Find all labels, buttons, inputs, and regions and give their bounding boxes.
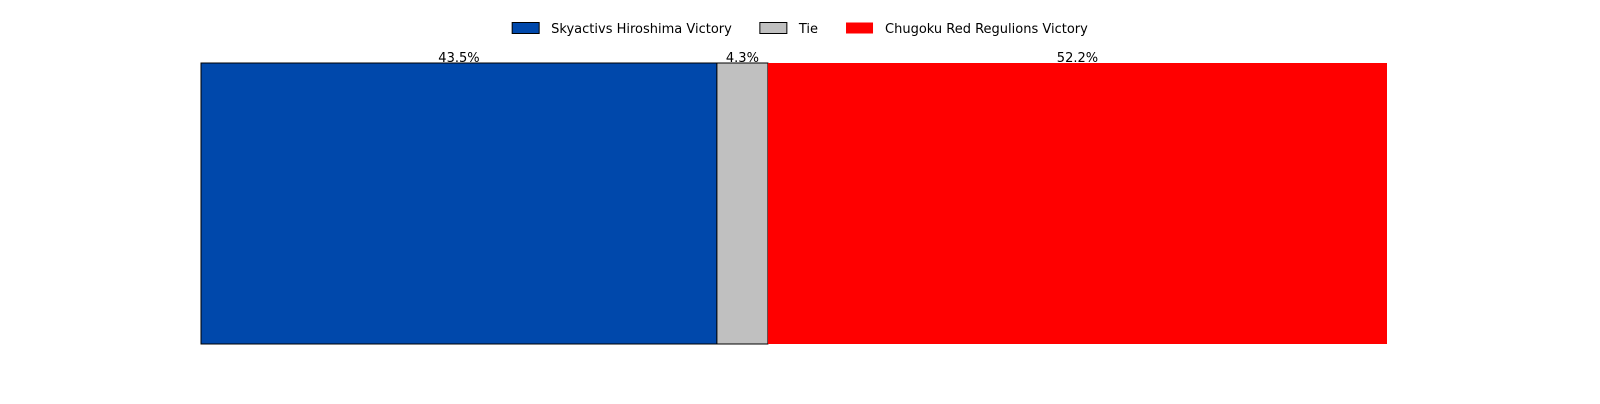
data-label-skyactivs-hiroshima-victory: 43.5% xyxy=(438,51,479,66)
legend-swatch-chugoku-red-regulions-victory xyxy=(846,22,874,34)
legend-swatch-skyactivs-hiroshima-victory xyxy=(511,22,540,34)
legend-label-chugoku-red-regulions-victory: Chugoku Red Regulions Victory xyxy=(885,22,1088,37)
data-labels: 43.5% 4.3% 52.2% xyxy=(438,51,1098,66)
bars xyxy=(200,62,1387,345)
bar-segment-tie xyxy=(716,62,769,345)
bar-segment-chugoku-red-regulions-victory xyxy=(767,63,1387,344)
legend-label-skyactivs-hiroshima-victory: Skyactivs Hiroshima Victory xyxy=(551,22,732,37)
data-label-tie: 4.3% xyxy=(726,51,759,66)
data-label-chugoku-red-regulions-victory: 52.2% xyxy=(1057,51,1098,66)
legend-swatch-tie xyxy=(759,22,788,34)
bar-segment-skyactivs-hiroshima-victory xyxy=(200,62,718,345)
legend-item-chugoku-red-regulions-victory: Chugoku Red Regulions Victory xyxy=(846,22,1088,37)
legend-label-tie: Tie xyxy=(798,22,818,37)
legend-item-skyactivs-hiroshima-victory: Skyactivs Hiroshima Victory xyxy=(511,22,732,37)
legend: Skyactivs Hiroshima Victory Tie Chugoku Re… xyxy=(511,22,1088,37)
legend-item-tie: Tie xyxy=(759,22,818,37)
